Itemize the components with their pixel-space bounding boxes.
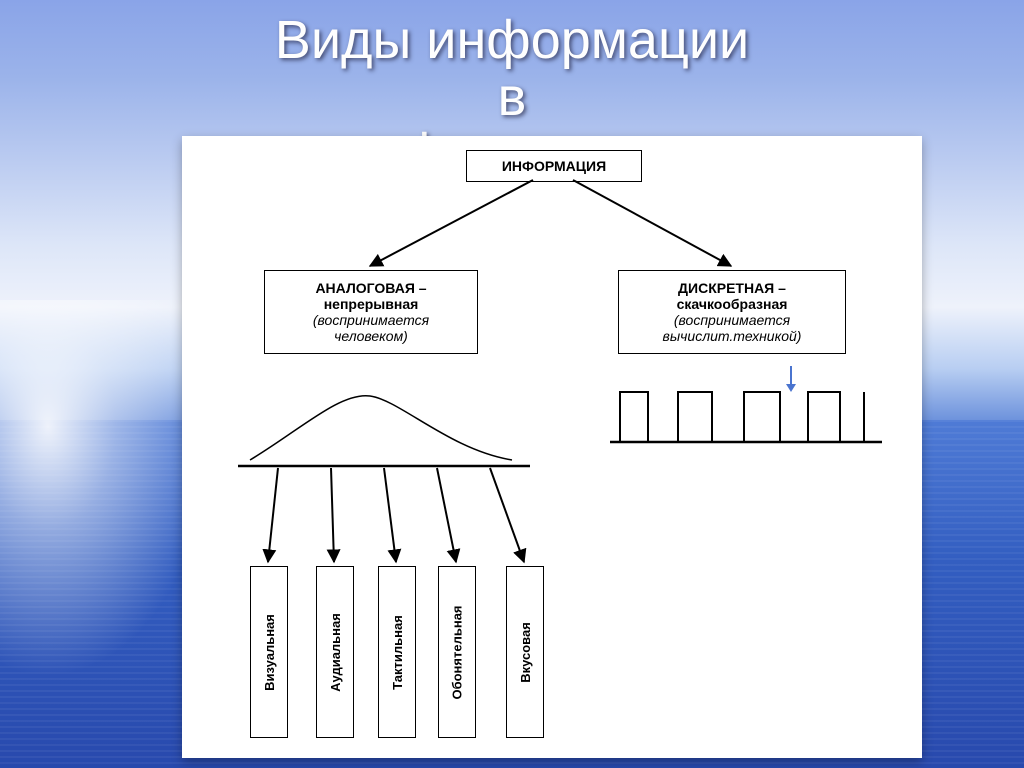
leaf-label: Обонятельная bbox=[450, 605, 465, 699]
leaf-label: Аудиальная bbox=[328, 613, 343, 692]
leaf-визуальная: Визуальная bbox=[250, 566, 288, 738]
leaf-label: Тактильная bbox=[390, 615, 405, 690]
leaf-label: Визуальная bbox=[262, 614, 277, 691]
slide-stage: Виды информации в информатике ИНФОРМАЦИЯ… bbox=[0, 0, 1024, 768]
leaf-вкусовая: Вкусовая bbox=[506, 566, 544, 738]
leaf-аудиальная: Аудиальная bbox=[316, 566, 354, 738]
leaf-label: Вкусовая bbox=[518, 622, 533, 683]
leaf-тактильная: Тактильная bbox=[378, 566, 416, 738]
leaf-обонятельная: Обонятельная bbox=[438, 566, 476, 738]
